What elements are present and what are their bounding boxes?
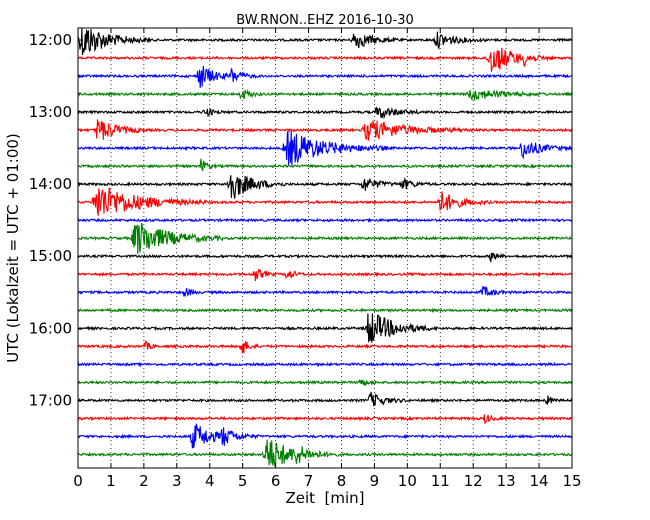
y-axis-label: UTC (Lokalzeit = UTC + 01:00)	[4, 133, 22, 363]
seismic-trace	[78, 313, 572, 343]
seismic-trace	[78, 119, 572, 141]
y-axis-ticks: 12:00 13:00 14:00 15:00 16:00 17:00	[29, 31, 572, 409]
seismic-trace	[78, 423, 572, 449]
seismic-trace	[78, 252, 572, 264]
x-axis-label: Zeit [min]	[285, 489, 364, 507]
x-tick-label: 4	[205, 472, 215, 490]
y-tick-label: 12:00	[29, 31, 72, 49]
seismic-trace	[78, 414, 572, 424]
x-tick-label: 1	[106, 472, 116, 490]
y-tick-label: 13:00	[29, 103, 72, 121]
x-tick-label: 3	[172, 472, 182, 490]
grid-lines	[110, 28, 540, 468]
seismic-trace	[78, 175, 572, 199]
seismic-trace	[78, 217, 572, 224]
seismic-trace	[78, 307, 572, 314]
y-tick-label: 14:00	[29, 175, 72, 193]
x-tick-label: 13	[497, 472, 516, 490]
seismic-trace	[78, 361, 572, 368]
x-tick-label: 15	[562, 472, 581, 490]
chart-title: BW.RNON..EHZ 2016-10-30	[236, 13, 414, 28]
seismic-trace	[78, 391, 572, 407]
seismic-trace	[78, 88, 572, 101]
x-tick-label: 11	[431, 472, 450, 490]
seismic-trace	[78, 28, 572, 56]
trace-group	[78, 28, 572, 467]
x-tick-label: 9	[370, 472, 380, 490]
x-tick-label: 10	[398, 472, 417, 490]
x-tick-label: 6	[271, 472, 281, 490]
seismic-trace	[78, 47, 572, 72]
x-tick-label: 5	[238, 472, 248, 490]
x-tick-label: 0	[73, 472, 83, 490]
seismic-trace	[78, 340, 572, 354]
y-tick-label: 15:00	[29, 247, 72, 265]
y-tick-label: 16:00	[29, 319, 72, 337]
seismic-trace	[78, 439, 572, 467]
seismic-trace	[78, 222, 572, 255]
seismic-trace	[78, 158, 572, 172]
seismic-trace	[78, 378, 572, 386]
seismic-trace	[78, 130, 572, 167]
seismic-trace	[78, 285, 572, 298]
x-axis-ticks: 0 1 2 3 4 5 6 7 8 9 10 11 12 13 14 15	[73, 28, 582, 490]
x-tick-label: 14	[530, 472, 549, 490]
plot-frame	[77, 27, 573, 469]
seismic-trace	[78, 187, 572, 216]
seismic-trace	[78, 66, 572, 89]
x-tick-label: 8	[337, 472, 347, 490]
x-tick-label: 12	[464, 472, 483, 490]
x-tick-label: 7	[304, 472, 314, 490]
x-tick-label: 2	[139, 472, 149, 490]
seismic-trace	[78, 268, 572, 282]
seismic-trace	[78, 106, 572, 120]
y-tick-label: 17:00	[29, 391, 72, 409]
